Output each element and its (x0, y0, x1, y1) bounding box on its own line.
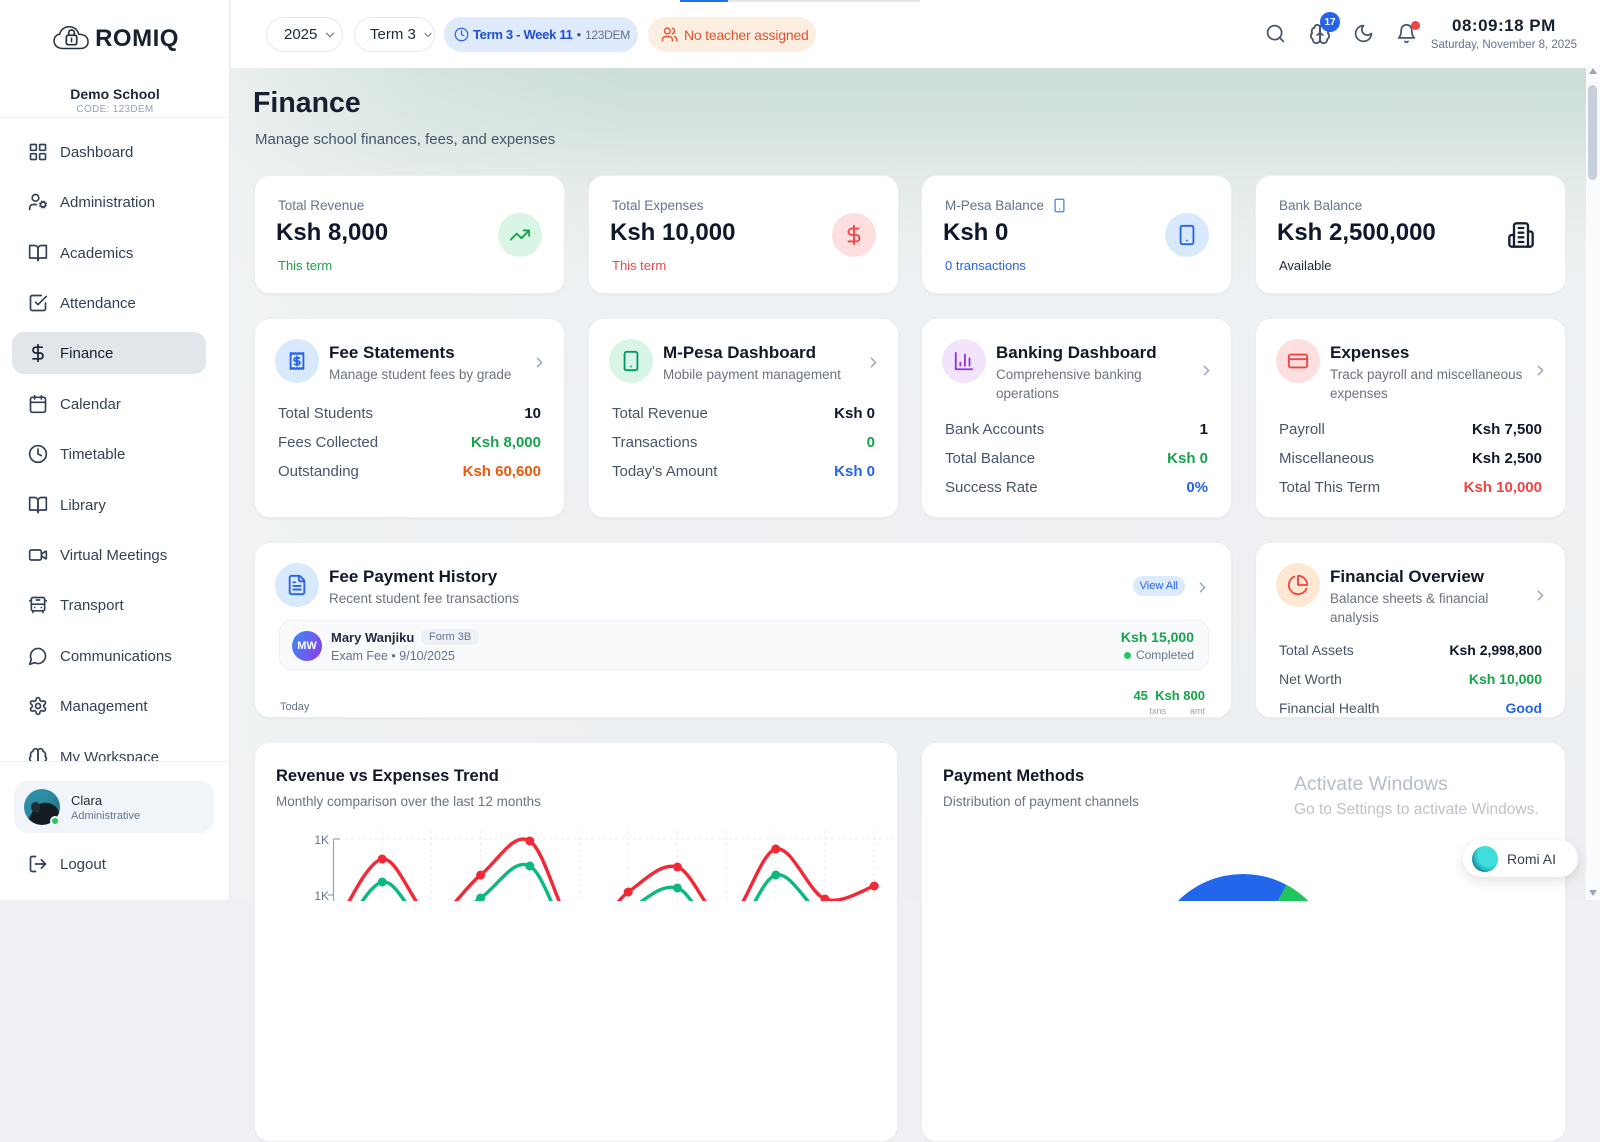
svg-text:1K: 1K (314, 833, 329, 847)
svg-text:1K: 1K (314, 889, 329, 901)
